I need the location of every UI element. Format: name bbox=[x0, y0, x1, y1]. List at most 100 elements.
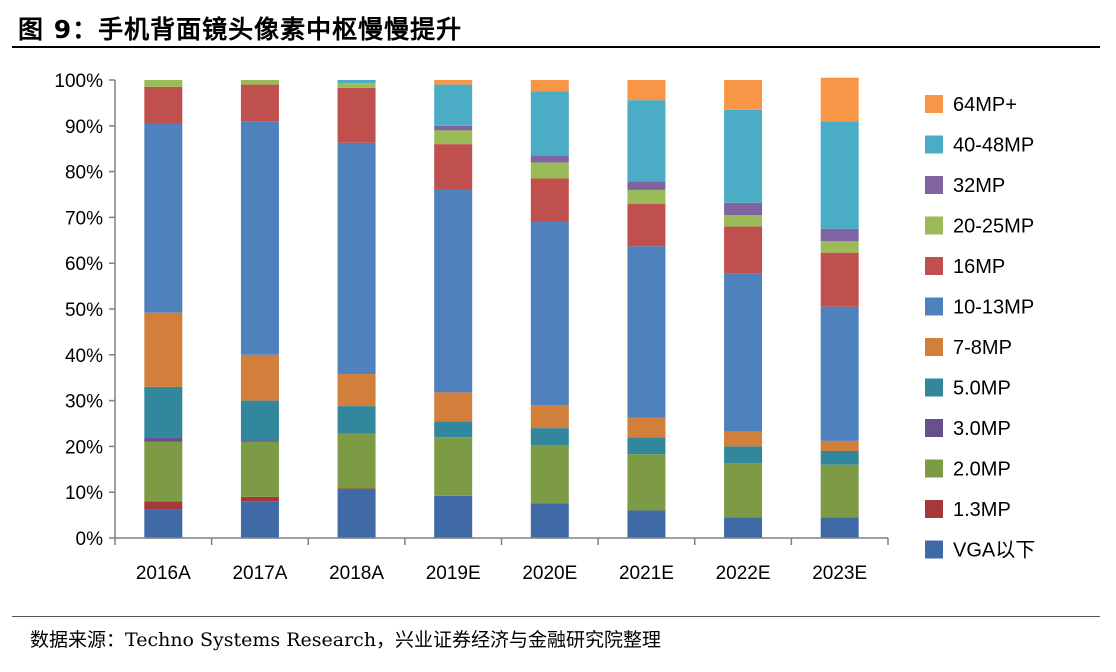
x-tick-label: 2022E bbox=[716, 563, 771, 584]
source-note: 数据来源：Techno Systems Research，兴业证券经济与金融研究… bbox=[30, 629, 662, 651]
legend-swatch bbox=[925, 419, 943, 437]
bar-segment-2023E-64MP+ bbox=[820, 77, 859, 122]
x-tick-label: 2017A bbox=[232, 563, 287, 584]
legend-swatch bbox=[925, 216, 943, 235]
bar-segment-2017A-7-8MP bbox=[240, 354, 279, 401]
y-tick-label: 40% bbox=[65, 346, 103, 367]
legend-swatch bbox=[925, 257, 943, 275]
legend-label: 1.3MP bbox=[953, 499, 1011, 521]
bar-segment-2016A-2.0MP bbox=[144, 441, 183, 502]
bar-segment-2019E-7-8MP bbox=[434, 392, 473, 422]
bar-segment-2020E-10-13MP bbox=[530, 221, 569, 406]
bar-segment-2022E-32MP bbox=[724, 202, 763, 216]
legend-label: VGA以下 bbox=[953, 540, 1035, 562]
bar-segment-2021E-40-48MP bbox=[627, 100, 666, 182]
bar-segment-2016A-20-25MP bbox=[144, 80, 183, 87]
bar-segment-2022E-7-8MP bbox=[724, 431, 763, 447]
bar-segment-2022E-16MP bbox=[724, 226, 763, 274]
legend-swatch bbox=[925, 135, 943, 154]
bar-segment-2020E-20-25MP bbox=[530, 162, 569, 179]
legend-label: 10-13MP bbox=[953, 297, 1034, 319]
bar-segment-2021E-5.0MP bbox=[627, 437, 666, 455]
bar-segment-2023E-32MP bbox=[820, 228, 859, 242]
bar-segment-2023E-20-25MP bbox=[820, 241, 859, 253]
legend-label: 3.0MP bbox=[953, 418, 1011, 440]
bar-segment-2023E-16MP bbox=[820, 252, 859, 307]
legend-label: 20-25MP bbox=[953, 216, 1034, 238]
legend-swatch bbox=[925, 540, 943, 559]
bar-segment-2021E-16MP bbox=[627, 203, 666, 247]
y-tick-label: 20% bbox=[65, 437, 103, 458]
bar-segment-2021E-10-13MP bbox=[627, 246, 666, 418]
bar-segment-2018A-VGA以下 bbox=[337, 489, 376, 538]
y-tick-label: 80% bbox=[65, 163, 103, 184]
bar-segment-2016A-5.0MP bbox=[144, 386, 183, 438]
legend-label: 2.0MP bbox=[953, 459, 1011, 481]
bar-segment-2020E-2.0MP bbox=[530, 445, 569, 504]
bar-segment-2018A-16MP bbox=[337, 87, 376, 143]
bar-segment-2016A-VGA以下 bbox=[144, 509, 183, 538]
bar-segment-2020E-16MP bbox=[530, 178, 569, 222]
legend-swatch bbox=[925, 459, 943, 478]
bar-segment-2019E-40-48MP bbox=[434, 84, 473, 126]
bar-segment-2018A-10-13MP bbox=[337, 142, 376, 375]
bar-segment-2019E-2.0MP bbox=[434, 437, 473, 496]
title-rule bbox=[12, 46, 1100, 48]
bar-segment-2017A-16MP bbox=[240, 84, 279, 122]
bar-segment-2023E-5.0MP bbox=[820, 450, 859, 465]
legend-label: 32MP bbox=[953, 175, 1005, 197]
bar-segment-2022E-2.0MP bbox=[724, 463, 763, 518]
bar-segment-2023E-2.0MP bbox=[820, 464, 859, 518]
bar-segment-2019E-16MP bbox=[434, 144, 473, 190]
bar-segment-2021E-20-25MP bbox=[627, 189, 666, 204]
bar-segment-2016A-10-13MP bbox=[144, 123, 183, 313]
y-tick-label: 100% bbox=[54, 71, 103, 92]
bar-segment-2022E-64MP+ bbox=[724, 80, 763, 110]
bar-segment-2017A-2.0MP bbox=[240, 441, 279, 497]
bar-segment-2020E-32MP bbox=[530, 155, 569, 163]
legend-swatch bbox=[925, 378, 943, 397]
bar-segment-2021E-VGA以下 bbox=[627, 510, 666, 538]
x-tick-label: 2019E bbox=[426, 563, 481, 584]
legend: 64MP+ 40-48MP 32MP 20-25MP 16MP 10-13MP 7-8MP 5… bbox=[925, 94, 1035, 562]
bar-segment-2020E-40-48MP bbox=[530, 91, 569, 156]
bar-segment-2017A-5.0MP bbox=[240, 400, 279, 441]
bar-segment-2018A-2.0MP bbox=[337, 433, 376, 489]
legend-label: 5.0MP bbox=[953, 378, 1011, 400]
y-tick-label: 90% bbox=[65, 117, 103, 138]
legend-swatch bbox=[925, 95, 943, 113]
x-tick-label: 2023E bbox=[812, 563, 867, 584]
bar-segment-2017A-3.0MP bbox=[240, 440, 279, 442]
bar-segment-2019E-64MP+ bbox=[434, 80, 473, 85]
bar-segment-2021E-64MP+ bbox=[627, 80, 666, 101]
y-tick-label: 60% bbox=[65, 254, 103, 275]
bar-segment-2019E-20-25MP bbox=[434, 130, 473, 145]
bar-segment-2023E-10-13MP bbox=[820, 306, 859, 441]
bar-segment-2017A-10-13MP bbox=[240, 121, 279, 355]
x-tick-label: 2021E bbox=[619, 563, 674, 584]
bar-segment-2016A-7-8MP bbox=[144, 312, 183, 387]
bar-segment-2018A-5.0MP bbox=[337, 406, 376, 434]
bar-segment-2023E-VGA以下 bbox=[820, 517, 859, 538]
bar-segment-2022E-VGA以下 bbox=[724, 517, 763, 538]
axes-layer: 0% 10% 20% 30% 40% 50% 60% 70% 80% 90% 100% 2016A 20… bbox=[54, 71, 889, 584]
y-tick-label: 30% bbox=[65, 392, 103, 413]
legend-swatch bbox=[925, 297, 943, 316]
source-rule bbox=[12, 616, 1100, 617]
legend-swatch bbox=[925, 176, 943, 194]
bar-segment-2016A-1.3MP bbox=[144, 501, 183, 510]
figure-title: 图 9：手机背面镜头像素中枢慢慢提升 bbox=[18, 15, 463, 44]
bar-segment-2018A-20-25MP bbox=[337, 83, 376, 88]
bar-segment-2020E-VGA以下 bbox=[530, 503, 569, 538]
bar-segment-2022E-10-13MP bbox=[724, 273, 763, 432]
legend-label: 64MP+ bbox=[953, 94, 1017, 116]
bar-segment-2022E-5.0MP bbox=[724, 446, 763, 464]
bar-segment-2020E-7-8MP bbox=[530, 405, 569, 429]
legend-label: 40-48MP bbox=[953, 135, 1034, 157]
bar-segment-2017A-1.3MP bbox=[240, 496, 279, 502]
legend-label: 7-8MP bbox=[953, 337, 1012, 359]
y-tick-label: 10% bbox=[65, 483, 103, 504]
bar-segment-2021E-32MP bbox=[627, 181, 666, 190]
bar-segment-2017A-VGA以下 bbox=[240, 501, 279, 538]
bar-segment-2020E-5.0MP bbox=[530, 428, 569, 446]
